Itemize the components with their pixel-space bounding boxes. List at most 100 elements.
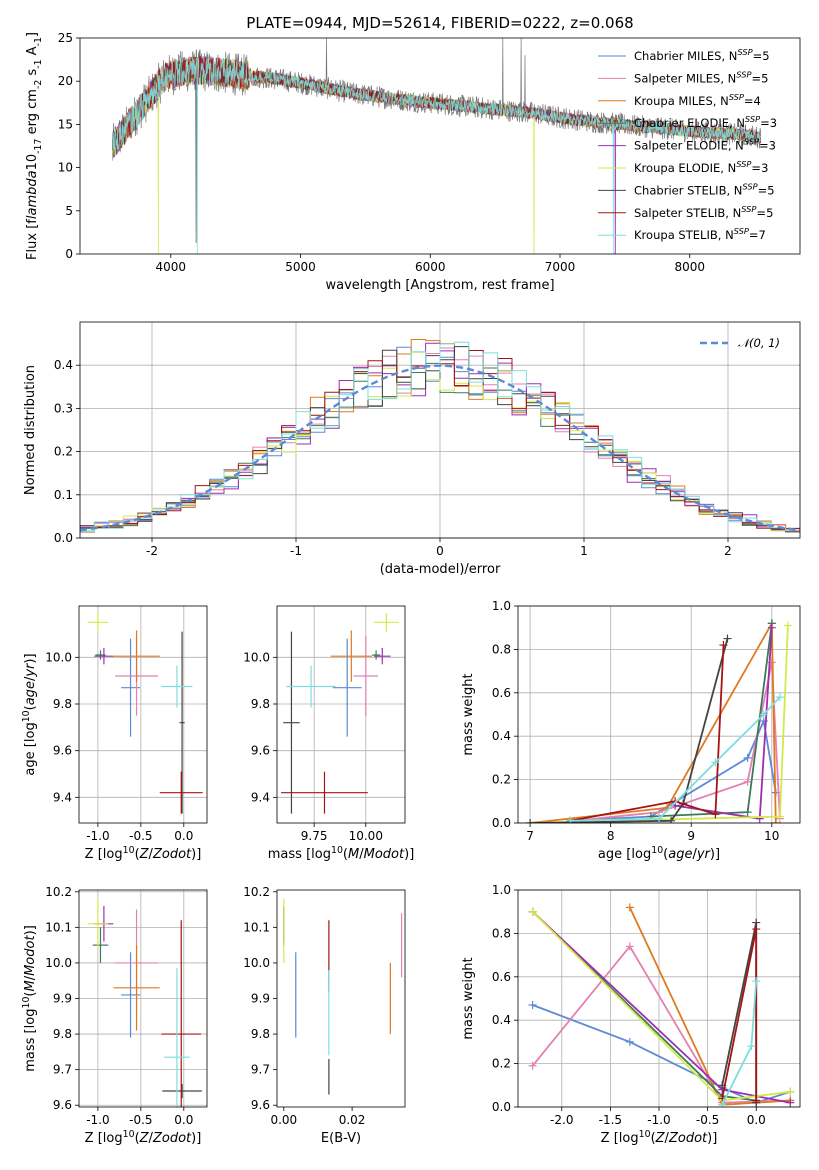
plot-area-mass-vs-Z: [87, 898, 202, 1107]
weight-marker-8: [775, 693, 784, 702]
axes-frame: [276, 889, 406, 1108]
tick-label-y: 9.4: [53, 790, 72, 804]
plot-area-weight-vs-age: [526, 619, 792, 823]
tick-label-y: 0.8: [492, 926, 511, 940]
tick-label-y: 0.6: [492, 686, 511, 700]
weight-marker-8: [718, 1100, 727, 1107]
axes-frame: [276, 605, 406, 824]
grid-age-vs-Z: [79, 606, 207, 823]
y-axis-label: mass weight: [461, 957, 476, 1039]
model-spectrum-8: [112, 56, 762, 254]
tick-label-y: 0.3: [54, 401, 73, 415]
weight-line-1: [531, 944, 791, 1104]
figure-title: PLATE=0944, MJD=52614, FIBERID=0222, z=0…: [246, 14, 633, 32]
tick-label-y: 0.6: [492, 970, 511, 984]
tick-label-y: 10.0: [243, 956, 270, 970]
tick-label-y: 9.9: [251, 992, 270, 1006]
plot-area-weight-vs-Z: [528, 903, 795, 1107]
axes-mass-vs-ebv: 0.00 0.02 9.6 9.7 9.8 9.9 10.0 10.1 10.2 E(B-V): [243, 885, 406, 1146]
tick-label-x: 7: [526, 829, 534, 843]
axes-age-vs-Z: -1.0 -0.5 0.0 9.4 9.6 9.8 10.0 Z [log10(Z/Zodot…: [21, 605, 208, 862]
plot-area-age-vs-mass: [281, 613, 399, 814]
legend-label-3: Chabrier ELODIE, NSSP=3: [634, 114, 777, 130]
axes-mass-vs-Z: -1.0 -0.5 0.0 9.6 9.7 9.8 9.9 10.0 10.1 10.2 Z [lo…: [21, 885, 208, 1146]
axes-weight-vs-age: 7 8 9 10 0.0 0.2 0.4 0.6 0.8 1.0 age [log10(age/yr…: [461, 599, 801, 862]
x-axis-label: Z [log10(Z/Zodot)]: [85, 845, 202, 862]
weight-marker-1: [528, 1061, 537, 1070]
weight-marker-0: [743, 753, 752, 762]
weight-line-2: [530, 620, 777, 823]
weight-marker-6: [723, 634, 732, 643]
tick-label-x: 5000: [285, 260, 316, 274]
tick-label-y: 10.2: [243, 885, 270, 899]
tick-label-x: -0.5: [129, 1113, 152, 1127]
tick-label-x: -1: [290, 544, 302, 558]
weight-marker-8: [747, 1042, 756, 1051]
tick-label-x: 0.00: [270, 1113, 297, 1127]
weight-marker-5: [775, 812, 784, 821]
tick-label-x: 0.0: [174, 1113, 193, 1127]
tick-label-x: 0.0: [174, 829, 193, 843]
tick-label-y: 0.1: [54, 488, 73, 502]
tick-label-x: 0.02: [339, 1113, 366, 1127]
axes-frame: [517, 889, 801, 1108]
y-axis-label: Flux [flambda10-17 erg cm-2 s-1 A-1]: [25, 32, 44, 260]
tick-label-y: 9.9: [53, 992, 72, 1006]
weight-marker-8: [711, 758, 720, 767]
weight-marker-8: [759, 710, 768, 719]
legend-models: Chabrier MILES, NSSP=5 Salpeter MILES, NS…: [598, 47, 777, 242]
tick-label-y: 10.0: [45, 650, 72, 664]
grid-weight-vs-age: [518, 605, 800, 824]
tick-label-y: 20: [58, 74, 73, 88]
x-axis-label: mass [log10(M/Modot)]: [268, 845, 415, 862]
histogram-8: [80, 341, 800, 538]
tick-label-y: 1.0: [492, 599, 511, 613]
tick-label-y: 9.8: [251, 1027, 270, 1041]
tick-label-y: 0.4: [492, 729, 511, 743]
weight-marker-5: [786, 1087, 795, 1096]
weight-marker-5: [783, 621, 792, 630]
x-axis-label: E(B-V): [321, 1131, 361, 1146]
axes-weight-vs-Z: -2.0 -1.5 -1.0 -0.5 0.0 0.0 0.2 0.4 0.6 0.8 1.0 Z […: [461, 883, 801, 1146]
plot-area-spectrum: [112, 38, 762, 254]
tick-label-x: 1: [580, 544, 588, 558]
x-axis-label: (data-model)/error: [380, 562, 501, 577]
tick-label-y: 9.8: [53, 1027, 72, 1041]
tick-label-y: 0.2: [492, 773, 511, 787]
legend-label-5: Kroupa ELODIE, NSSP=3: [634, 159, 768, 175]
tick-label-y: 0.2: [492, 1057, 511, 1071]
tick-label-y: 0.0: [492, 1100, 511, 1114]
tick-label-y: 15: [58, 117, 73, 131]
weight-marker-3: [743, 808, 752, 817]
weight-marker-1: [743, 777, 752, 786]
tick-label-y: 25: [58, 31, 73, 45]
tick-label-x: 4000: [156, 260, 187, 274]
tick-label-x: 8: [607, 829, 615, 843]
tick-label-y: 5: [65, 204, 73, 218]
weight-marker-6: [526, 819, 535, 823]
tick-label-x: 10: [764, 829, 779, 843]
tick-label-x: 9.75: [301, 829, 328, 843]
tick-label-x: -2.0: [550, 1113, 573, 1127]
tick-label-y: 0.4: [54, 358, 73, 372]
weight-marker-8: [655, 814, 663, 823]
tick-label-x: 0.0: [747, 1113, 766, 1127]
weight-marker-7: [719, 641, 728, 650]
tick-label-x: 8000: [674, 260, 705, 274]
tick-label-x: -1.0: [86, 1113, 109, 1127]
tick-label-x: -0.5: [696, 1113, 719, 1127]
weight-line-7: [570, 645, 725, 822]
tick-label-x: 6000: [415, 260, 446, 274]
weight-marker-2: [771, 819, 780, 823]
tick-label-x: -1.0: [647, 1113, 670, 1127]
x-axis-label: age [log10(age/yr)]: [598, 845, 720, 862]
weight-marker-4: [767, 623, 776, 632]
weight-line-3: [650, 623, 773, 818]
legend-label-4: Salpeter ELODIE, NSSP=3: [634, 137, 776, 153]
tick-label-y: 9.6: [251, 1098, 270, 1112]
weight-marker-8: [752, 977, 761, 986]
weight-line-2: [628, 907, 791, 1106]
x-axis-label: Z [log10(Z/Zodot)]: [601, 1129, 718, 1146]
tick-label-y: 9.6: [53, 744, 72, 758]
